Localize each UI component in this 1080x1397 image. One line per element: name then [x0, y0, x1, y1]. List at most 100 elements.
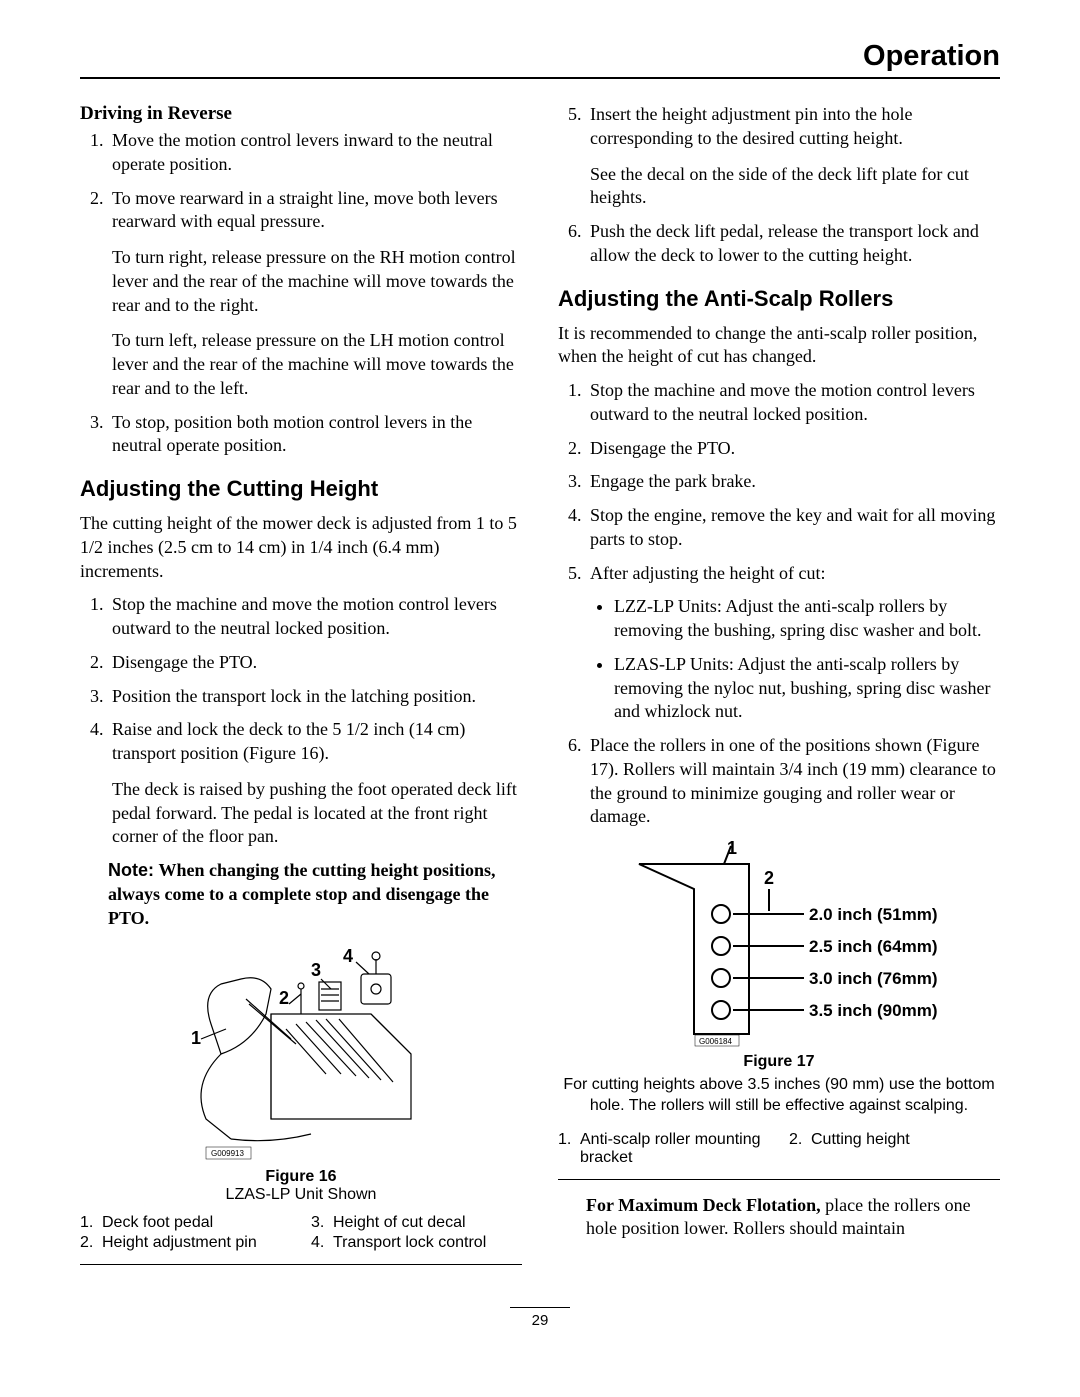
right-column: Insert the height adjustment pin into th…	[558, 103, 1000, 1279]
page: Operation Driving in Reverse Move the mo…	[0, 0, 1080, 1359]
cutting-item-4: Raise and lock the deck to the 5 1/2 inc…	[108, 718, 522, 849]
cutting-item-5: Insert the height adjustment pin into th…	[586, 103, 1000, 210]
cutting-item-2-text: Disengage the PTO.	[112, 652, 257, 672]
legend-row-1: 1. Deck foot pedal	[80, 1214, 291, 1232]
legend17-1-text: Anti-scalp roller mounting bracket	[580, 1131, 769, 1167]
legend-3-text: Height of cut decal	[333, 1214, 466, 1232]
cutting-note: Note: When changing the cutting height p…	[108, 859, 522, 930]
legend17-1-num: 1.	[558, 1131, 580, 1167]
svg-text:3.0 inch (76mm): 3.0 inch (76mm)	[809, 969, 938, 988]
rollers-item-4: Stop the engine, remove the key and wait…	[586, 504, 1000, 552]
note-label: Note:	[108, 860, 154, 880]
reverse-item-3: To stop, position both motion control le…	[108, 411, 522, 459]
rollers-intro: It is recommended to change the anti-sca…	[558, 322, 1000, 370]
reverse-item-1: Move the motion control levers inward to…	[108, 129, 522, 177]
svg-text:4: 4	[343, 946, 353, 966]
cutting-item-2: Disengage the PTO.	[108, 651, 522, 675]
legend17-row-2: 2. Cutting height	[789, 1131, 1000, 1149]
figure-16: 1 2 3 4 G009913 Figure 16 LZAS-LP Unit S…	[80, 944, 522, 1204]
figure-17-caption: Figure 17	[558, 1053, 1000, 1071]
svg-text:2.5 inch (64mm): 2.5 inch (64mm)	[809, 937, 938, 956]
figure-16-legend: 1. Deck foot pedal 2. Height adjustment …	[80, 1214, 522, 1254]
rollers-item-5: After adjusting the height of cut: LZZ-L…	[586, 562, 1000, 725]
figure-16-caption: Figure 16	[80, 1168, 522, 1186]
flotation-lead: For Maximum Deck Flotation,	[586, 1195, 821, 1215]
note-body: When changing the cutting height positio…	[108, 860, 496, 928]
cutting-item-1: Stop the machine and move the motion con…	[108, 593, 522, 641]
legend-4-num: 4.	[311, 1234, 333, 1252]
page-number: 29	[510, 1307, 570, 1329]
page-header: Operation	[80, 40, 1000, 73]
legend-2-text: Height adjustment pin	[102, 1234, 257, 1252]
rollers-item-3-text: Engage the park brake.	[590, 471, 756, 491]
left-column: Driving in Reverse Move the motion contr…	[80, 103, 522, 1279]
right-divider	[558, 1179, 1000, 1180]
cutting-item-4-p1: The deck is raised by pushing the foot o…	[112, 778, 522, 849]
cutting-intro: The cutting height of the mower deck is …	[80, 512, 522, 583]
legend17-2-text: Cutting height	[811, 1131, 910, 1149]
rollers-item-1-text: Stop the machine and move the motion con…	[590, 380, 975, 424]
legend17-col-b: 2. Cutting height	[789, 1131, 1000, 1169]
reverse-item-2: To move rearward in a straight line, mov…	[108, 187, 522, 401]
cutting-item-1-text: Stop the machine and move the motion con…	[112, 594, 497, 638]
cutting-item-5-text: Insert the height adjustment pin into th…	[590, 104, 912, 148]
flotation-paragraph: For Maximum Deck Flotation, place the ro…	[586, 1194, 1000, 1242]
legend-2-num: 2.	[80, 1234, 102, 1252]
legend-row-3: 3. Height of cut decal	[311, 1214, 522, 1232]
rollers-heading: Adjusting the Anti-Scalp Rollers	[558, 286, 1000, 312]
svg-text:G009913: G009913	[211, 1149, 244, 1158]
cutting-item-6-text: Push the deck lift pedal, release the tr…	[590, 221, 979, 265]
svg-text:2: 2	[764, 868, 774, 888]
svg-text:2.0 inch (51mm): 2.0 inch (51mm)	[809, 905, 938, 924]
rollers-item-5-text: After adjusting the height of cut:	[590, 563, 825, 583]
rollers-item-2-text: Disengage the PTO.	[590, 438, 735, 458]
reverse-item-2-p2: To turn left, release pressure on the LH…	[112, 329, 522, 400]
cutting-list-cont: Insert the height adjustment pin into th…	[558, 103, 1000, 268]
reverse-list: Move the motion control levers inward to…	[80, 129, 522, 458]
cutting-item-6: Push the deck lift pedal, release the tr…	[586, 220, 1000, 268]
legend-3-num: 3.	[311, 1214, 333, 1232]
reverse-heading: Driving in Reverse	[80, 103, 522, 125]
rollers-bullets: LZZ-LP Units: Adjust the anti-scalp roll…	[590, 595, 1000, 724]
reverse-item-1-text: Move the motion control levers inward to…	[112, 130, 493, 174]
cutting-item-5-p1: See the decal on the side of the deck li…	[590, 163, 1000, 211]
rollers-item-6: Place the rollers in one of the position…	[586, 734, 1000, 829]
reverse-item-2-p1: To turn right, release pressure on the R…	[112, 246, 522, 317]
legend-col-a: 1. Deck foot pedal 2. Height adjustment …	[80, 1214, 291, 1254]
rollers-bullet-1: LZZ-LP Units: Adjust the anti-scalp roll…	[614, 595, 1000, 643]
cutting-item-3: Position the transport lock in the latch…	[108, 685, 522, 709]
legend-1-num: 1.	[80, 1214, 102, 1232]
rollers-list: Stop the machine and move the motion con…	[558, 379, 1000, 829]
cutting-item-4-text: Raise and lock the deck to the 5 1/2 inc…	[112, 719, 465, 763]
cutting-heading: Adjusting the Cutting Height	[80, 476, 522, 502]
figure-16-sub: LZAS-LP Unit Shown	[80, 1186, 522, 1204]
header-rule: Operation	[80, 40, 1000, 79]
legend-1-text: Deck foot pedal	[102, 1214, 213, 1232]
legend-col-b: 3. Height of cut decal 4. Transport lock…	[311, 1214, 522, 1254]
svg-text:2: 2	[279, 988, 289, 1008]
svg-text:3.5 inch (90mm): 3.5 inch (90mm)	[809, 1001, 938, 1020]
reverse-item-2-text: To move rearward in a straight line, mov…	[112, 188, 498, 232]
cutting-list: Stop the machine and move the motion con…	[80, 593, 522, 849]
legend17-2-num: 2.	[789, 1131, 811, 1149]
svg-text:1: 1	[727, 839, 737, 858]
figure-17: 1 2 2.0 inch (51mm) 2.5 inch (64mm) 3.0 …	[558, 839, 1000, 1117]
svg-text:3: 3	[311, 960, 321, 980]
figure-17-desc: For cutting heights above 3.5 inches (90…	[558, 1075, 1000, 1117]
legend17-row-1: 1. Anti-scalp roller mounting bracket	[558, 1131, 769, 1167]
left-divider	[80, 1264, 522, 1265]
legend-row-2: 2. Height adjustment pin	[80, 1234, 291, 1252]
rollers-item-2: Disengage the PTO.	[586, 437, 1000, 461]
figure-17-image: 1 2 2.0 inch (51mm) 2.5 inch (64mm) 3.0 …	[609, 839, 949, 1049]
rollers-item-1: Stop the machine and move the motion con…	[586, 379, 1000, 427]
legend17-col-a: 1. Anti-scalp roller mounting bracket	[558, 1131, 769, 1169]
rollers-item-6-text: Place the rollers in one of the position…	[590, 735, 996, 826]
legend-4-text: Transport lock control	[333, 1234, 486, 1252]
svg-text:1: 1	[191, 1028, 201, 1048]
rollers-item-3: Engage the park brake.	[586, 470, 1000, 494]
legend-row-4: 4. Transport lock control	[311, 1234, 522, 1252]
two-column-layout: Driving in Reverse Move the motion contr…	[80, 103, 1000, 1279]
reverse-item-3-text: To stop, position both motion control le…	[112, 412, 472, 456]
figure-17-legend: 1. Anti-scalp roller mounting bracket 2.…	[558, 1131, 1000, 1169]
cutting-item-3-text: Position the transport lock in the latch…	[112, 686, 476, 706]
